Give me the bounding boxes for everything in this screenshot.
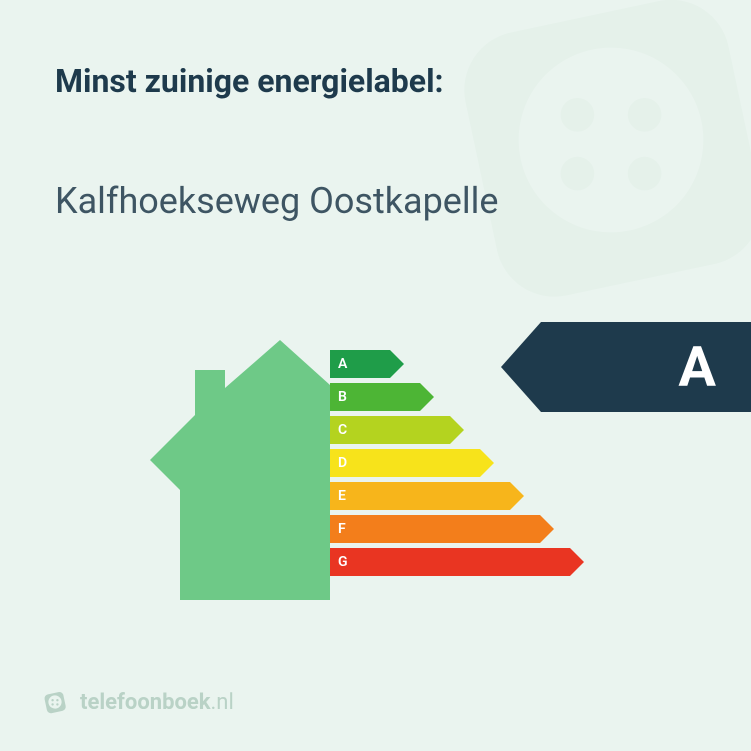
energy-bar-label: B — [338, 383, 347, 411]
energy-bar-label: C — [338, 416, 347, 444]
brand-text: telefoonboek.nl — [80, 690, 234, 715]
result-letter: A — [678, 322, 716, 412]
brand-light: .nl — [211, 690, 234, 715]
brand-icon — [40, 687, 70, 717]
card-title: Minst zuinige energielabel: — [55, 62, 444, 100]
brand-bold: telefoonboek — [80, 690, 211, 715]
energy-label-card: Minst zuinige energielabel: Kalfhoeksewe… — [0, 0, 751, 751]
house-icon — [150, 340, 330, 600]
energy-diagram: ABCDEFG — [150, 340, 600, 640]
energy-bar-label: A — [338, 350, 347, 378]
energy-bar-label: F — [338, 515, 346, 543]
energy-bar-label: E — [338, 482, 346, 510]
footer: telefoonboek.nl — [40, 687, 234, 717]
card-subtitle: Kalfhoekseweg Oostkapelle — [55, 180, 498, 222]
energy-bar-label: G — [338, 548, 348, 576]
energy-bar-label: D — [338, 449, 347, 477]
watermark-icon — [401, 0, 751, 350]
